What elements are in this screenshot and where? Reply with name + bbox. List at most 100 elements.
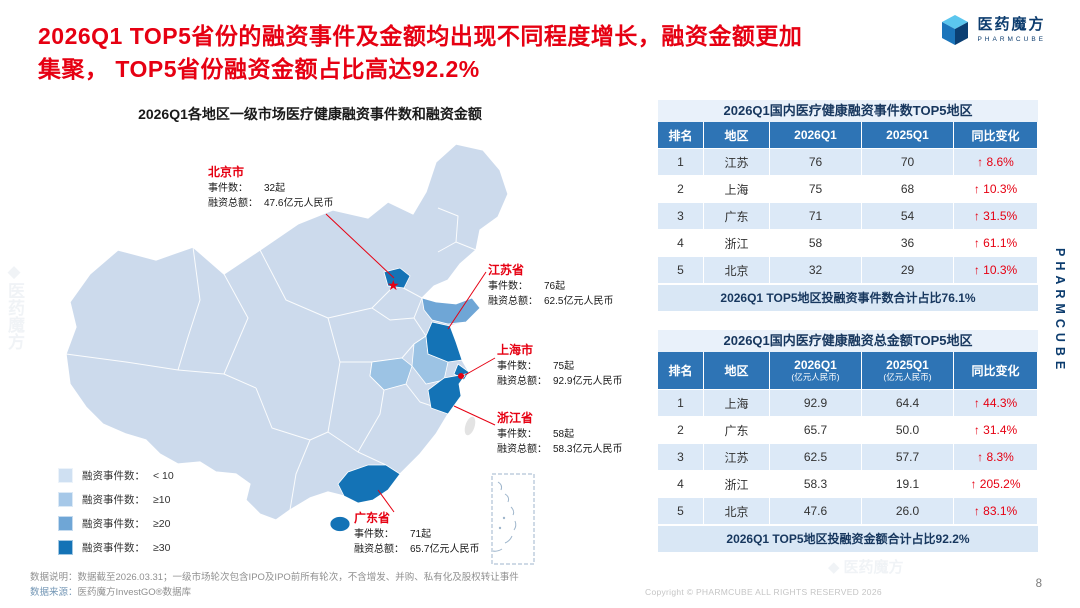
china-map-area: ★ 北京市 事件数： 32起 融资总额： 47.6亿元人民币 江苏省 事件数： 76起… — [28, 122, 653, 567]
title-line-2: 集聚， TOP5省份融资金额占比高达92.2% — [38, 55, 480, 82]
cell-2026q1: 62.5 — [770, 444, 862, 471]
cell-yoy: ↑ 8.6% — [954, 149, 1038, 176]
callout-events: 事件数： 58起 — [497, 429, 575, 441]
callout-region-name: 上海市 — [497, 343, 534, 357]
shanghai-dot-marker — [458, 373, 464, 379]
highlighted-provinces — [329, 267, 481, 532]
province-border-lines — [65, 207, 477, 511]
map-callout-beijing: 北京市 事件数： 32起 融资总额： 47.6亿元人民币 — [208, 164, 333, 211]
china-map: ★ — [65, 143, 535, 565]
map-callout-jiangsu: 江苏省 事件数： 76起 融资总额： 62.5亿元人民币 — [488, 262, 613, 309]
cell-rank: 4 — [658, 230, 704, 257]
table-grid: 排名 地区 2026Q1 (亿元人民币) 2025Q1 (亿元人民币) 同比变化 1… — [658, 352, 1038, 525]
note-text: 数据截至2026.03.31；一级市场轮次包含IPO及IPO前所有轮次，不含增发… — [77, 572, 519, 583]
cell-region: 浙江 — [704, 230, 770, 257]
title-line-1: 2026Q1 TOP5省份的融资事件及金额均出现不同程度增长，融资金额更加 — [38, 23, 803, 49]
callout-leader-lines — [325, 213, 496, 513]
cell-region: 上海 — [704, 176, 770, 203]
cell-2025q1: 64.4 — [862, 390, 954, 417]
page-number: 8 — [1035, 578, 1042, 590]
col-header-rank: 排名 — [658, 122, 704, 149]
legend-label: 融资事件数： — [82, 470, 145, 482]
source-label: 数据来源： — [30, 586, 78, 598]
col-header-region: 地区 — [704, 352, 770, 390]
legend-value: ≥30 — [153, 541, 171, 554]
cell-rank: 2 — [658, 417, 704, 444]
cell-yoy: ↑ 31.5% — [954, 203, 1038, 230]
col-header-2026q1: 2026Q1 — [770, 122, 862, 149]
cell-yoy: ↑ 83.1% — [954, 498, 1038, 525]
cell-rank: 4 — [658, 471, 704, 498]
taiwan-island — [463, 415, 477, 437]
source-text: 医药魔方InvestGO®数据库 — [77, 586, 192, 598]
watermark-text: 医药魔方 — [5, 282, 24, 350]
cell-region: 广东 — [704, 203, 770, 230]
cell-2026q1: 92.9 — [770, 390, 862, 417]
cell-region: 北京 — [704, 498, 770, 525]
side-brand-label: PHARMCUBE — [1053, 248, 1067, 375]
map-callout-zhejiang: 浙江省 事件数： 58起 融资总额： 58.3亿元人民币 — [497, 410, 622, 457]
cell-rank: 3 — [658, 203, 704, 230]
callout-events: 事件数： 32起 — [208, 183, 286, 195]
col-header-yoy: 同比变化 — [954, 352, 1038, 390]
legend-item: 融资事件数： ≥10 — [58, 492, 174, 507]
pharmcube-logo: 医药魔方 PHARMCUBE — [940, 14, 1046, 46]
cell-2026q1: 71 — [770, 203, 862, 230]
callout-region-name: 广东省 — [354, 511, 391, 525]
callout-events: 事件数： 75起 — [497, 361, 575, 373]
legend-item: 融资事件数： ≥30 — [58, 540, 174, 555]
cell-yoy: ↑ 44.3% — [954, 390, 1038, 417]
footnotes: 数据说明：数据截至2026.03.31；一级市场轮次包含IPO及IPO前所有轮次… — [30, 571, 630, 600]
col-header-yoy: 同比变化 — [954, 122, 1038, 149]
cell-2025q1: 29 — [862, 257, 954, 284]
cell-rank: 2 — [658, 176, 704, 203]
cell-2026q1: 65.7 — [770, 417, 862, 444]
col-header-rank: 排名 — [658, 352, 704, 390]
logo-cn-text: 医药魔方 — [977, 16, 1046, 34]
cube-logo-icon — [942, 15, 969, 45]
col-header-2025q1: 2025Q1 (亿元人民币) — [862, 352, 954, 390]
province-jiangsu — [425, 321, 463, 363]
map-section-title: 2026Q1各地区一级市场医疗健康融资事件数和融资金额 — [138, 106, 482, 122]
cell-2026q1: 75 — [770, 176, 862, 203]
data-source-line: 数据来源：医药魔方InvestGO®数据库 — [30, 586, 630, 601]
cell-yoy: ↑ 31.4% — [954, 417, 1038, 444]
cell-region: 上海 — [704, 390, 770, 417]
province-beijing — [383, 267, 411, 289]
legend-value: ≥20 — [153, 517, 171, 530]
cell-2025q1: 26.0 — [862, 498, 954, 525]
events-top5-table: 2026Q1国内医疗健康融资事件数TOP5地区 排名 地区 2026Q1 202… — [658, 100, 1038, 311]
cell-2026q1: 76 — [770, 149, 862, 176]
cell-region: 广东 — [704, 417, 770, 444]
callout-amount: 融资总额： 47.6亿元人民币 — [208, 197, 334, 209]
map-callout-shanghai: 上海市 事件数： 75起 融资总额： 92.9亿元人民币 — [497, 342, 622, 389]
cell-region: 浙江 — [704, 471, 770, 498]
legend-swatch — [58, 468, 73, 483]
cell-yoy: ↑ 10.3% — [954, 176, 1038, 203]
callout-region-name: 浙江省 — [497, 411, 534, 425]
callout-events: 事件数： 71起 — [354, 529, 432, 541]
cell-2026q1: 47.6 — [770, 498, 862, 525]
legend-item: 融资事件数： ≥20 — [58, 516, 174, 531]
cell-rank: 5 — [658, 257, 704, 284]
china-outline — [65, 143, 509, 521]
callout-region-name: 北京市 — [208, 165, 245, 179]
callout-amount: 融资总额： 65.7亿元人民币 — [354, 543, 480, 555]
cell-2026q1: 58.3 — [770, 471, 862, 498]
callout-events: 事件数： 76起 — [488, 281, 566, 293]
province-guangdong — [337, 464, 401, 504]
cell-2025q1: 19.1 — [862, 471, 954, 498]
cell-2026q1: 58 — [770, 230, 862, 257]
callout-amount: 融资总额： 92.9亿元人民币 — [497, 375, 623, 387]
col-header-region: 地区 — [704, 122, 770, 149]
cell-2025q1: 57.7 — [862, 444, 954, 471]
watermark: ◆医药魔方 — [828, 556, 904, 577]
slide-title: 2026Q1 TOP5省份的融资事件及金额均出现不同程度增长，融资金额更加 集聚… — [38, 20, 928, 85]
cell-region: 北京 — [704, 257, 770, 284]
table-title: 2026Q1国内医疗健康融资总金额TOP5地区 — [658, 330, 1038, 352]
cell-yoy: ↑ 61.1% — [954, 230, 1038, 257]
cell-rank: 3 — [658, 444, 704, 471]
map-callout-guangdong: 广东省 事件数： 71起 融资总额： 65.7亿元人民币 — [354, 510, 479, 557]
legend-item: 融资事件数： < 10 — [58, 468, 174, 483]
province-zhejiang — [427, 373, 467, 415]
